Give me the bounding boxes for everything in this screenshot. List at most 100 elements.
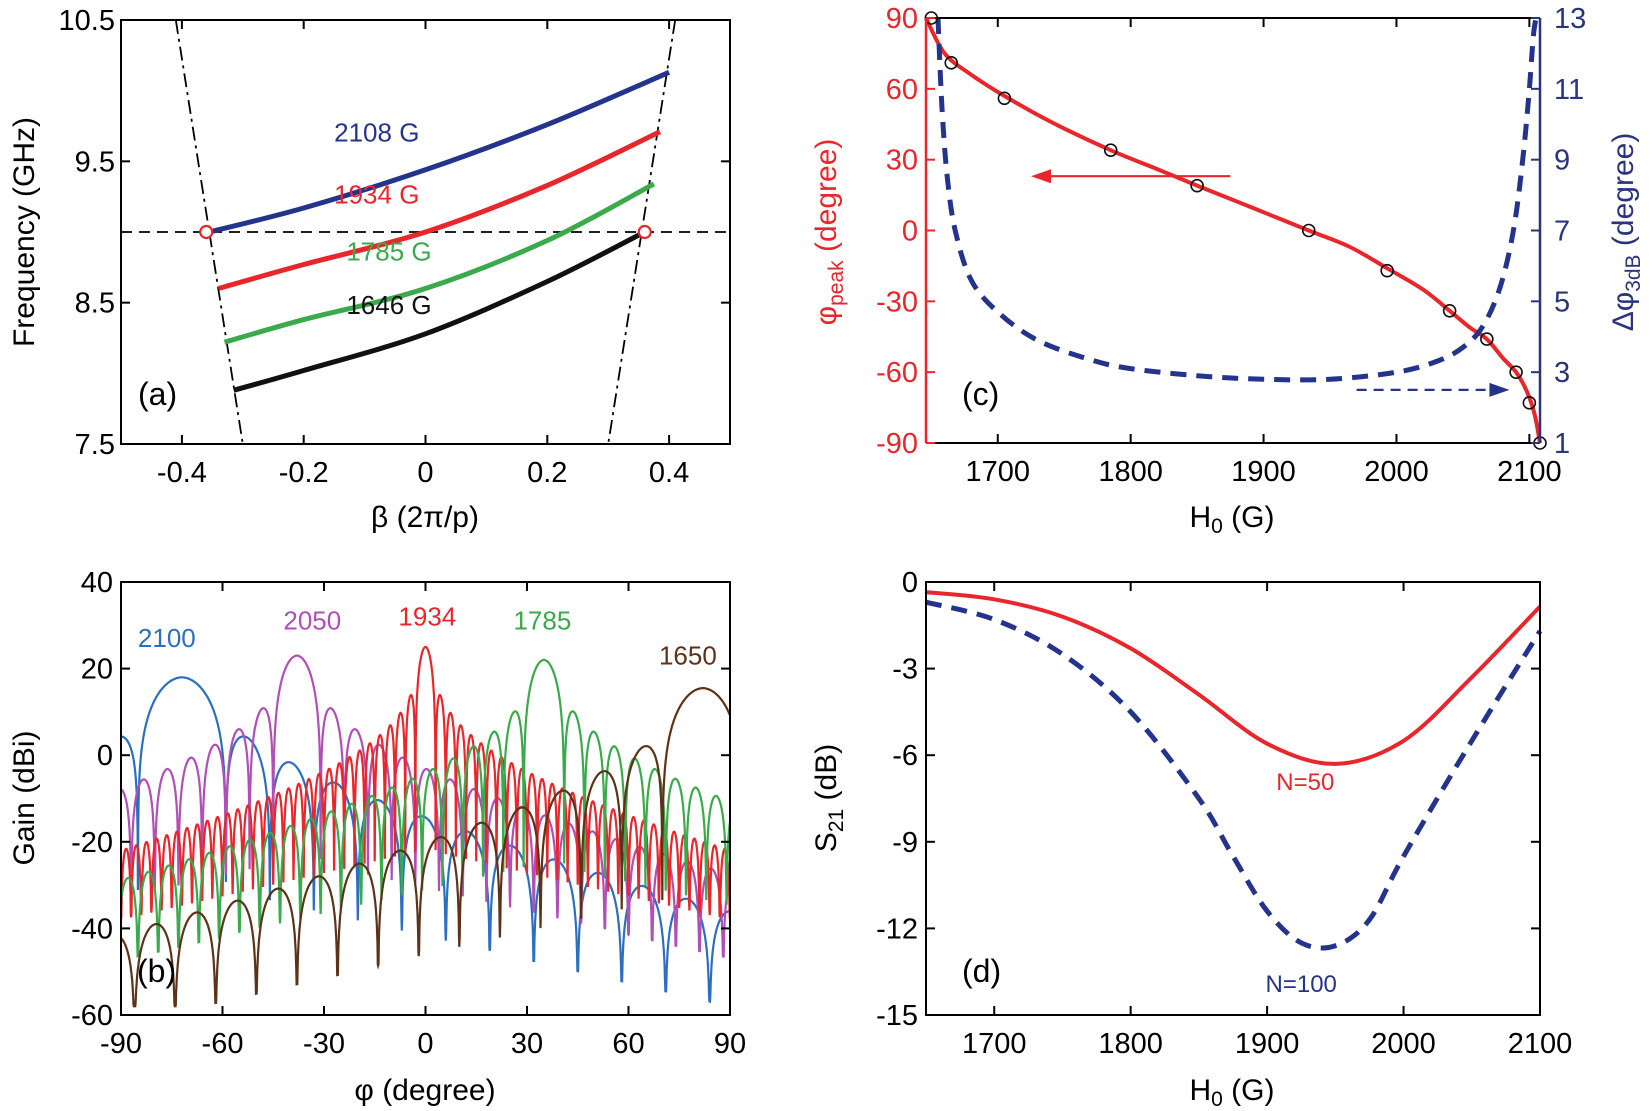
- panel-b-series-labels: 2100 2050 1934 1785 1650: [138, 601, 717, 670]
- panel-d-xlabel: H0 (G): [1189, 1074, 1274, 1111]
- x-tick-label: 1800: [1098, 1028, 1163, 1060]
- data-point: [1480, 332, 1494, 346]
- x-tick-label: 2000: [1371, 1028, 1436, 1060]
- data-point: [1103, 143, 1118, 158]
- panel-a-markers: [199, 224, 652, 240]
- panel-c-xtick-labels: 1700 1800 1900 2000 2100: [966, 456, 1562, 488]
- panel-c-ylabel-unit: (degree): [810, 139, 843, 261]
- y-tick-label: -15: [876, 1000, 918, 1032]
- y2-tick-label: 1: [1554, 428, 1570, 460]
- dispersion-curve-1646-G: [233, 229, 646, 393]
- y-tick-label: -30: [876, 286, 918, 318]
- panel-c-xlabel: H0 (G): [1189, 501, 1274, 538]
- y2-tick-label: 5: [1554, 286, 1570, 318]
- panel-c-ylabel: φpeak (degree): [810, 139, 848, 326]
- panel-b-xlabel: φ (degree): [354, 1074, 495, 1107]
- x-tick-label: 90: [714, 1028, 746, 1060]
- x-tick-label: 0.4: [649, 457, 689, 489]
- s21-curve-N-100: [925, 599, 1543, 951]
- series-label-1646-G: 1646 G: [346, 290, 431, 320]
- x-tick-label: 1700: [962, 1028, 1027, 1060]
- y-tick-label: 0: [902, 216, 918, 248]
- y-tick-label: 9.5: [75, 146, 115, 178]
- panel-d: 1700 1800 1900 2000 2100 -15-12-9-6-30 N=50N…: [810, 567, 1572, 1111]
- panel-c-ytick-labels: -90 -60 -30 0 30 60 90: [876, 3, 918, 460]
- y2-tick-label: 7: [1554, 216, 1570, 248]
- y-tick-label: 10.5: [59, 5, 115, 37]
- y2-tick-label: 11: [1554, 74, 1584, 106]
- x-tick-label: 0.2: [527, 457, 567, 489]
- panel-d-frame: [925, 581, 1541, 1016]
- panel-b-ylabel: Gain (dBi): [8, 730, 41, 865]
- panel-b-xtick-labels: -90 -60 -30 0 30 60 90: [100, 1028, 746, 1060]
- x-tick-label: 1700: [966, 456, 1031, 488]
- y-tick-label: 0: [97, 740, 113, 772]
- panel-c-xlabel-sub: 0: [1211, 515, 1223, 538]
- panel-d-ytick-labels: -15 -12 -9 -6 -3 0: [876, 567, 918, 1032]
- panel-d-ylabel-main: S: [810, 832, 843, 852]
- y-tick-label: 40: [81, 567, 113, 599]
- data-point: [1509, 365, 1523, 379]
- y-tick-label: 8.5: [75, 288, 115, 320]
- panel-a: -0.4 -0.2 0 0.2 0.4 7.5 8.5 9.5 10.5 2108 G 1934…: [8, 5, 731, 534]
- series-label-1934: 1934: [398, 601, 456, 631]
- panel-a-ytick-labels: 7.5 8.5 9.5 10.5: [59, 5, 115, 461]
- panel-d-ylabel: S21 (dB): [810, 744, 848, 852]
- series-label-2050: 2050: [283, 606, 341, 636]
- y-tick-label: 30: [886, 145, 918, 177]
- crossing-marker: [637, 224, 652, 240]
- panel-b-ticks: [120, 581, 731, 1016]
- data-point: [1380, 263, 1394, 278]
- panel-a-series-labels: 2108 G 1934 G 1785 G 1646 G: [334, 118, 431, 320]
- panel-c-markers: [924, 11, 1547, 450]
- x-tick-label: 30: [511, 1028, 543, 1060]
- y-tick-label: -9: [892, 827, 918, 859]
- series-label-1650: 1650: [659, 640, 717, 670]
- series-label-2108-G: 2108 G: [334, 118, 419, 148]
- series-label-N-100: N=100: [1266, 971, 1337, 998]
- delta-phi-3db-curve: [935, 17, 1539, 383]
- gain-pattern-2050: [121, 654, 730, 958]
- panel-d-xlabel-unit: (G): [1223, 1074, 1275, 1107]
- y-tick-label: -6: [892, 740, 918, 772]
- panel-d-ylabel-unit: (dB): [810, 744, 843, 809]
- panel-c-xlabel-main: H: [1189, 501, 1211, 534]
- y-tick-label: -3: [892, 654, 918, 686]
- arrow-head-0: [1030, 169, 1051, 184]
- panel-d-xlabel-main: H: [1189, 1074, 1211, 1107]
- panel-d-series-labels: N=50 N=100: [1266, 769, 1337, 998]
- y-tick-label: -12: [876, 913, 918, 945]
- crossing-marker: [199, 224, 214, 240]
- y-tick-label: -40: [71, 913, 113, 945]
- y-tick-label: 7.5: [75, 429, 115, 461]
- x-tick-label: -90: [100, 1028, 142, 1060]
- panel-a-ticks: [121, 19, 730, 445]
- y-tick-label: -60: [71, 1000, 113, 1032]
- panel-a-grid-extras: [121, 19, 730, 445]
- y2-tick-label: 3: [1554, 357, 1570, 389]
- x-tick-label: 2100: [1508, 1028, 1573, 1060]
- x-tick-label: 2100: [1497, 456, 1562, 488]
- data-point: [1442, 303, 1457, 318]
- gain-pattern-1650: [121, 687, 730, 1008]
- arrow-head-1: [1489, 382, 1510, 397]
- panel-b-label: (b): [137, 953, 176, 989]
- dispersion-curve-1785-G: [223, 181, 656, 345]
- panel-d-ylabel-sub: 21: [825, 809, 848, 832]
- data-point: [944, 56, 959, 70]
- x-tick-label: 0: [417, 1028, 433, 1060]
- y2-tick-label: 9: [1554, 145, 1570, 177]
- panel-d-series: [925, 590, 1543, 951]
- panel-c-y2label: Δφ3dB (degree): [1607, 133, 1645, 332]
- light-line-dashdot: [174, 19, 244, 445]
- dispersion-curve-1934-G: [217, 129, 662, 291]
- series-label-2100: 2100: [138, 623, 196, 653]
- panel-a-series: [208, 70, 671, 393]
- panel-c-arrows: [1030, 169, 1510, 397]
- series-label-1934-G: 1934 G: [334, 180, 419, 210]
- y-tick-label: 90: [886, 3, 918, 35]
